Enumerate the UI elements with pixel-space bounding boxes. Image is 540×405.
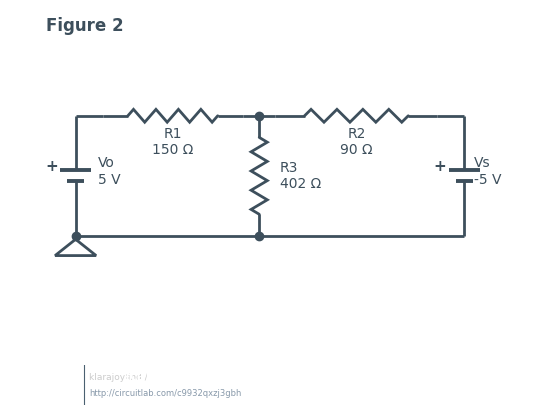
Text: Vs
-5 V: Vs -5 V [474,156,502,187]
Text: R3
402 Ω: R3 402 Ω [280,161,321,191]
Text: +: + [434,159,447,174]
Text: klarajoylind /: klarajoylind / [89,373,151,382]
Text: +: + [45,159,58,174]
Text: ECE Lab 4 Figure 2: ECE Lab 4 Figure 2 [124,373,219,382]
Text: Figure 2: Figure 2 [46,17,124,35]
Text: http://circuitlab.com/c9932qxzj3gbh: http://circuitlab.com/c9932qxzj3gbh [89,389,241,398]
Text: Vo
5 V: Vo 5 V [98,156,121,187]
Text: CIRCUIT: CIRCUIT [14,373,51,382]
Text: R2
90 Ω: R2 90 Ω [340,126,373,157]
Text: R1
150 Ω: R1 150 Ω [152,126,193,157]
Text: -W- H LAB: -W- H LAB [14,389,55,398]
